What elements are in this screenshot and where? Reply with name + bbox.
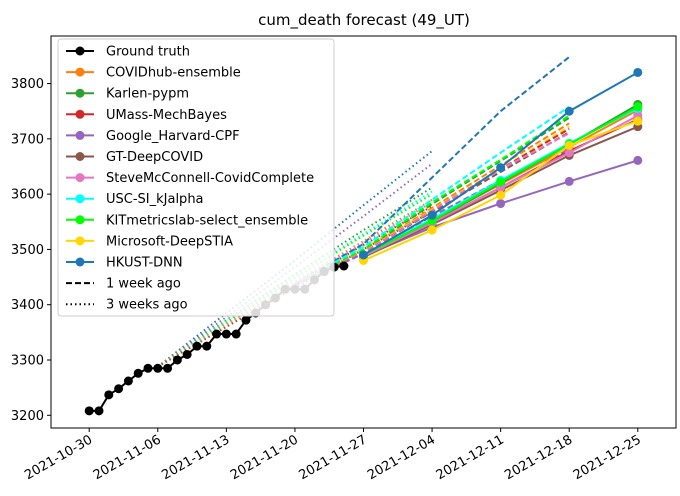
forecast-point-HKUST-DNN-0 (359, 250, 368, 260)
y-tick-label: 3700 (11, 132, 44, 147)
forecast-point-HKUST-DNN-2 (496, 163, 506, 173)
three-weeks-ago-line-6 (157, 201, 433, 368)
x-tick-label: 2021-11-06 (91, 432, 164, 483)
y-tick-label: 3600 (11, 188, 44, 203)
legend-marker (75, 67, 85, 77)
ground-truth-point-13 (212, 329, 222, 339)
legend-label: Microsoft-DeepSTIA (106, 234, 233, 249)
ground-truth-point-7 (153, 363, 163, 373)
legend-marker (75, 215, 85, 225)
ground-truth-point-4 (123, 376, 133, 386)
forecast-point-Google_Harvard-CPF-4 (633, 155, 643, 165)
y-tick-label: 3800 (11, 77, 44, 92)
legend-label: HKUST-DNN (106, 256, 183, 271)
forecast-point-HKUST-DNN-3 (564, 106, 574, 116)
forecast-point-Microsoft-DeepSTIA-3 (564, 140, 574, 150)
x-tick-label: 2021-11-13 (159, 432, 232, 483)
legend-label: COVIDhub-ensemble (106, 66, 241, 81)
legend-marker (75, 88, 85, 98)
x-tick-label: 2021-12-04 (365, 432, 438, 483)
forecast-point-HKUST-DNN-1 (427, 210, 437, 220)
legend-marker (75, 173, 85, 183)
x-tick-label: 2021-11-27 (297, 432, 370, 483)
forecast-point-Microsoft-DeepSTIA-2 (496, 190, 506, 200)
legend-marker (75, 46, 85, 56)
legend-box (57, 38, 335, 317)
y-axis: 3200 3300 3400 3500 3600 3700 3800 (11, 77, 51, 424)
forecast-point-Google_Harvard-CPF-3 (564, 176, 574, 186)
x-tick-label: 2021-12-11 (434, 432, 507, 483)
legend-label: Google_Harvard-CPF (106, 129, 240, 144)
ground-truth-point-8 (163, 363, 173, 373)
ground-truth-point-2 (104, 390, 114, 400)
ground-truth-point-0 (84, 406, 94, 416)
legend-marker (75, 257, 85, 267)
legend: Ground truth COVIDhub-ensemble Karlen-pypm… (57, 38, 335, 317)
x-tick-label: 2021-12-18 (502, 432, 575, 483)
x-tick-label: 2021-11-20 (228, 432, 301, 483)
legend-label: 3 weeks ago (106, 298, 188, 313)
legend-label: USC-SI_kJalpha (106, 192, 204, 207)
current-forecasts (359, 67, 643, 265)
ground-truth-point-26 (339, 261, 349, 271)
legend-marker (75, 194, 85, 204)
ground-truth-point-9 (172, 355, 182, 365)
ground-truth-point-11 (192, 341, 202, 351)
chart-title: cum_death forecast (49_UT) (258, 11, 470, 30)
ground-truth-point-3 (114, 384, 124, 394)
ground-truth-point-16 (241, 315, 251, 325)
ground-truth-point-14 (221, 329, 231, 339)
forecast-point-Google_Harvard-CPF-2 (496, 199, 506, 209)
legend-label: UMass-MechBayes (106, 108, 227, 123)
y-tick-label: 3300 (11, 353, 44, 368)
ground-truth-point-1 (94, 406, 104, 416)
forecast-point-KITmetricslab-select_ensemble-2 (496, 177, 506, 187)
legend-label: 1 week ago (106, 277, 181, 292)
three-weeks-ago-line-1 (157, 162, 433, 368)
ground-truth-point-5 (133, 368, 143, 378)
one-week-ago-line-1 (294, 105, 570, 285)
x-axis: 2021-10-302021-11-062021-11-132021-11-20… (22, 428, 644, 483)
legend-label: GT-DeepCOVID (106, 150, 203, 165)
ground-truth-point-15 (231, 329, 241, 339)
y-tick-label: 3500 (11, 243, 44, 258)
x-tick-label: 2021-10-30 (22, 432, 95, 483)
legend-label: Karlen-pypm (106, 87, 189, 102)
forecast-point-Microsoft-DeepSTIA-4 (633, 116, 643, 126)
forecast-point-SteveMcConnell-CovidComplete-3 (564, 148, 574, 158)
forecast-point-HKUST-DNN-4 (633, 67, 643, 77)
legend-marker (75, 109, 85, 119)
y-tick-label: 3200 (11, 409, 44, 424)
legend-marker (75, 130, 85, 140)
x-tick-label: 2021-12-25 (571, 432, 644, 483)
legend-label: SteveMcConnell-CovidComplete (106, 171, 314, 186)
forecast-point-KITmetricslab-select_ensemble-4 (633, 102, 643, 112)
ground-truth-point-12 (202, 341, 212, 351)
ground-truth-point-6 (143, 363, 153, 373)
one-week-ago-line-0 (294, 56, 570, 285)
ground-truth-point-10 (182, 349, 192, 359)
forecast-point-Microsoft-DeepSTIA-1 (427, 225, 437, 235)
y-tick-label: 3400 (11, 298, 44, 313)
legend-marker (75, 236, 85, 246)
legend-label: Ground truth (106, 45, 190, 60)
legend-marker (75, 152, 85, 161)
legend-label: KITmetricslab-select_ensemble (106, 213, 308, 228)
